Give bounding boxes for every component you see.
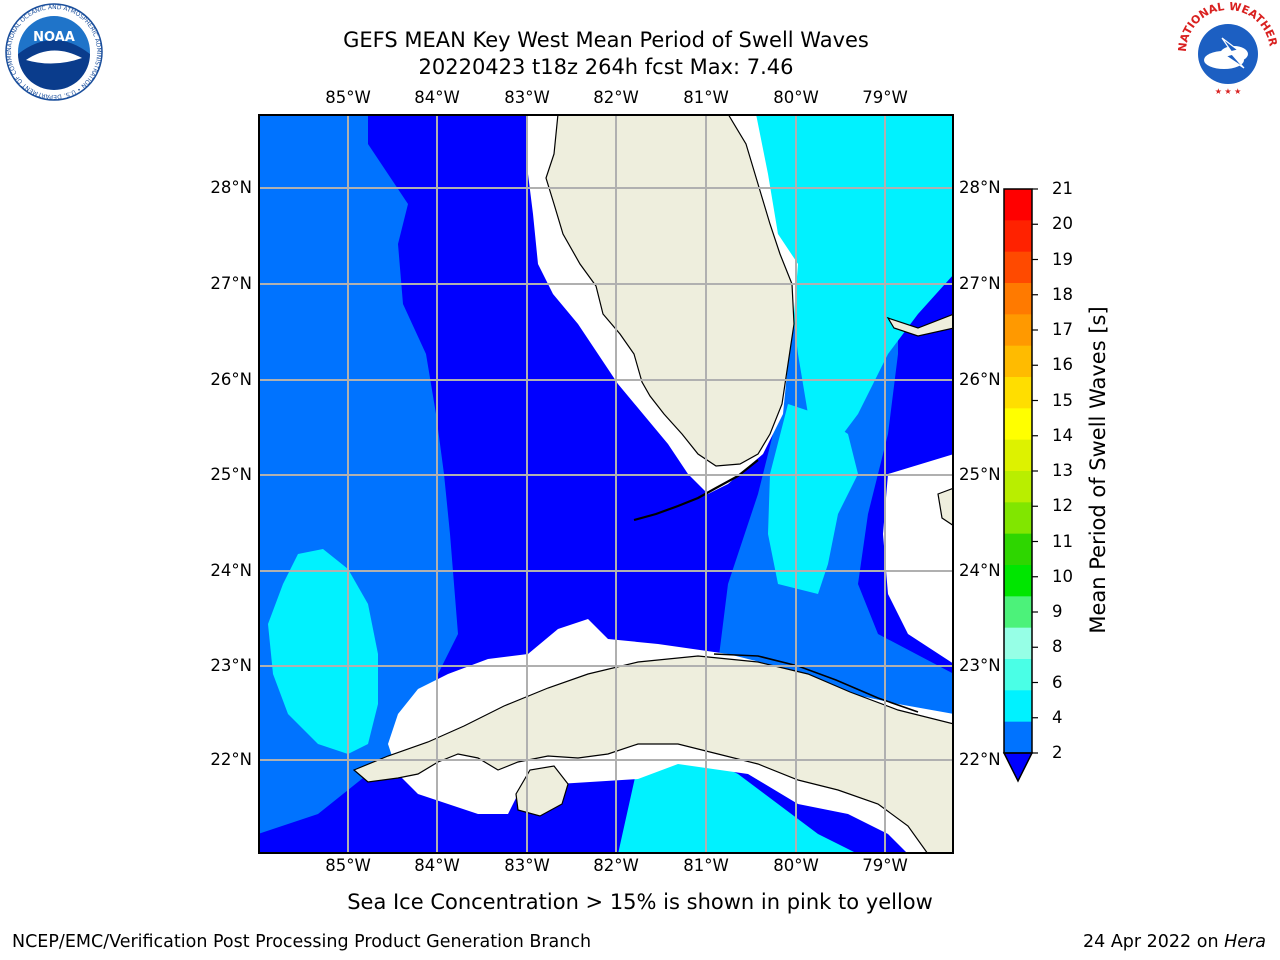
colorbar-swatch (1004, 471, 1032, 503)
land-florida (545, 114, 795, 467)
colorbar-swatch (1004, 721, 1032, 754)
lat-tick-left: 28°N (210, 178, 252, 197)
lat-tick-right: 24°N (959, 561, 1001, 580)
noaa-logo-text: NOAA (33, 30, 75, 45)
colorbar-swatch (1004, 377, 1032, 409)
map-title: GEFS MEAN Key West Mean Period of Swell … (343, 28, 869, 52)
lon-tick-bottom: 79°W (862, 856, 908, 875)
colorbar-tick-label: 9 (1052, 602, 1063, 621)
colorbar-swatch (1004, 251, 1032, 284)
lat-tick-left: 25°N (210, 465, 252, 484)
colorbar-swatch (1004, 627, 1032, 660)
lat-tick-right: 22°N (959, 750, 1001, 769)
colorbar-tick-label: 4 (1052, 707, 1063, 727)
colorbar-swatch (1004, 283, 1032, 315)
lon-tick-bottom: 85°W (325, 856, 371, 875)
lon-tick-top: 82°W (593, 88, 639, 107)
colorbar-tick-label: 20 (1052, 214, 1073, 234)
map-frame (258, 114, 954, 854)
swell-field-6-8-south (618, 754, 858, 854)
land-bahamas-grand (886, 313, 954, 337)
generation-date: 24 Apr 2022 on Hera (1083, 932, 1266, 952)
lon-tick-top: 83°W (504, 88, 550, 107)
nws-stars-icon: ★ ★ ★ (1215, 87, 1242, 96)
lat-tick-left: 24°N (210, 561, 252, 580)
lon-tick-bottom: 82°W (593, 856, 639, 875)
colorbar-swatch (1004, 533, 1032, 566)
colorbar (1002, 188, 1038, 783)
colorbar-tick-label: 8 (1052, 637, 1063, 657)
colorbar-tick-label: 10 (1052, 566, 1073, 586)
lat-tick-right: 25°N (959, 465, 1001, 484)
colorbar-tick-label: 19 (1052, 249, 1073, 269)
lon-tick-top: 80°W (773, 88, 819, 107)
lon-tick-top: 84°W (414, 88, 460, 107)
lat-tick-right: 26°N (959, 370, 1001, 389)
colorbar-swatch (1004, 690, 1032, 723)
colorbar-extend-arrow (1002, 752, 1034, 783)
lat-tick-left: 27°N (210, 274, 252, 293)
lat-tick-left: 22°N (210, 750, 252, 769)
lon-tick-bottom: 81°W (683, 856, 729, 875)
swell-period-map (258, 114, 954, 854)
colorbar-tick-label: 14 (1052, 425, 1073, 445)
colorbar-swatch (1004, 596, 1032, 629)
generation-date-text: 24 Apr 2022 on (1082, 932, 1219, 952)
lon-tick-top: 85°W (325, 88, 371, 107)
colorbar-label: Mean Period of Swell Waves [s] (1086, 306, 1110, 634)
colorbar-tick-label: 15 (1052, 390, 1073, 410)
land-bahamas-andros (937, 487, 954, 527)
lon-tick-bottom: 83°W (504, 856, 550, 875)
lon-tick-top: 79°W (862, 88, 908, 107)
producer-credit: NCEP/EMC/Verification Post Processing Pr… (12, 932, 592, 952)
colorbar-tick-label: 21 (1052, 179, 1073, 198)
colorbar-tick-label: 13 (1052, 461, 1073, 480)
colorbar-tick-label: 17 (1052, 320, 1073, 339)
colorbar-swatch (1004, 659, 1032, 691)
colorbar-tick-label: 11 (1052, 531, 1073, 551)
noaa-logo: NATIONAL OCEANIC AND ATMOSPHERIC ADMINIS… (4, 2, 103, 101)
lat-tick-right: 23°N (959, 656, 1001, 675)
colorbar-swatch (1004, 314, 1032, 347)
colorbar-swatch (1004, 565, 1032, 597)
colorbar-tick-label: 18 (1052, 284, 1073, 304)
no-data-area-bahamas (883, 454, 954, 664)
map-subtitle: 20220423 t18z 264h fcst Max: 7.46 (418, 55, 794, 79)
lat-tick-right: 28°N (959, 178, 1001, 197)
colorbar-tick-label: 6 (1052, 672, 1063, 692)
swell-field-6-8-straits (768, 404, 858, 594)
lon-tick-bottom: 84°W (414, 856, 460, 875)
generation-host: Hera (1224, 932, 1266, 952)
swell-field-6-8-gulf (268, 549, 378, 754)
colorbar-tick-label: 12 (1052, 496, 1073, 516)
colorbar-tick-label: 16 (1052, 355, 1073, 375)
colorbar-swatch (1004, 408, 1032, 441)
colorbar-swatch (1004, 189, 1032, 221)
land-cuba (352, 655, 954, 854)
map-gridlines (258, 114, 954, 854)
colorbar-swatch (1004, 220, 1032, 253)
lon-tick-top: 81°W (683, 88, 729, 107)
lat-tick-left: 23°N (210, 656, 252, 675)
swell-field-2-4 (258, 114, 528, 854)
lat-tick-right: 27°N (959, 274, 1001, 293)
sea-ice-note: Sea Ice Concentration > 15% is shown in … (347, 890, 933, 914)
colorbar-swatch (1004, 502, 1032, 535)
lon-tick-bottom: 80°W (773, 856, 819, 875)
colorbar-swatch (1004, 439, 1032, 472)
lat-tick-left: 26°N (210, 370, 252, 389)
colorbar-tick-label: 2 (1052, 743, 1063, 762)
nws-logo: NATIONAL WEATHER SERVICE ★ ★ ★ (1178, 2, 1278, 100)
colorbar-swatch (1004, 345, 1032, 378)
land-isla-juventud (515, 765, 569, 817)
